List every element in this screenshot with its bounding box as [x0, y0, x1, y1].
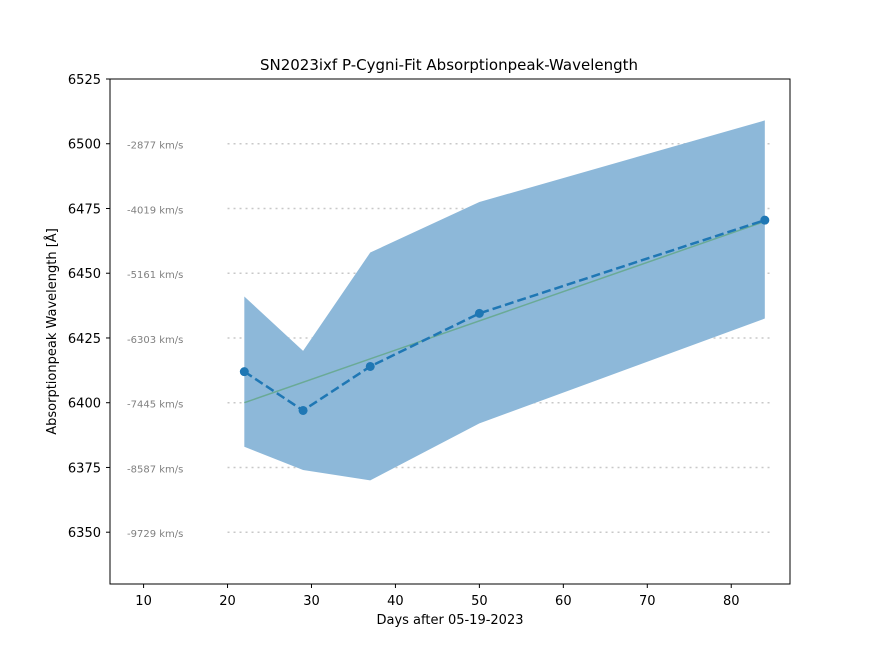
- y-tick-label: 6375: [68, 461, 101, 476]
- velocity-label: -5161 km/s: [127, 270, 183, 281]
- x-tick-label: 30: [303, 594, 320, 609]
- velocity-labels: -2877 km/s -4019 km/s -5161 km/s -6303 km/s…: [127, 141, 183, 540]
- fit-line: [244, 220, 766, 404]
- x-tick-label: 60: [555, 594, 572, 609]
- x-tick-label: 40: [387, 594, 404, 609]
- y-axis-label: Absorptionpeak Wavelength [Å]: [44, 228, 60, 435]
- x-axis: 10 20 30 40 50 60 70 80: [135, 584, 740, 609]
- y-tick-label: 6425: [68, 332, 101, 347]
- x-tick-label: 50: [471, 594, 488, 609]
- uncertainty-band: [244, 120, 765, 481]
- velocity-label: -6303 km/s: [127, 335, 183, 346]
- velocity-label: -8587 km/s: [127, 464, 183, 475]
- y-tick-label: 6350: [68, 526, 101, 541]
- data-point: [298, 405, 308, 415]
- y-tick-label: 6400: [68, 397, 101, 412]
- velocity-label: -4019 km/s: [127, 205, 183, 216]
- y-tick-label: 6475: [68, 202, 101, 217]
- x-axis-label: Days after 05-19-2023: [376, 613, 523, 628]
- x-tick-label: 70: [639, 594, 656, 609]
- x-tick-label: 80: [723, 594, 740, 609]
- y-tick-label: 6525: [68, 73, 101, 88]
- measurement-points: [239, 215, 770, 415]
- y-tick-label: 6500: [68, 138, 101, 153]
- data-point: [760, 215, 770, 225]
- velocity-label: -7445 km/s: [127, 400, 183, 411]
- x-tick-label: 10: [135, 594, 152, 609]
- chart-title: SN2023ixf P-Cygni-Fit Absorptionpeak-Wav…: [260, 56, 638, 74]
- y-axis: 6350 6375 6400 6425 6450 6475 6500 6525: [68, 73, 110, 541]
- y-tick-label: 6450: [68, 267, 101, 282]
- x-tick-label: 20: [219, 594, 236, 609]
- data-point: [365, 361, 375, 371]
- data-point: [474, 308, 484, 318]
- velocity-label: -2877 km/s: [127, 141, 183, 152]
- data-point: [239, 367, 249, 377]
- velocity-label: -9729 km/s: [127, 529, 183, 540]
- plot-frame: [109, 78, 791, 585]
